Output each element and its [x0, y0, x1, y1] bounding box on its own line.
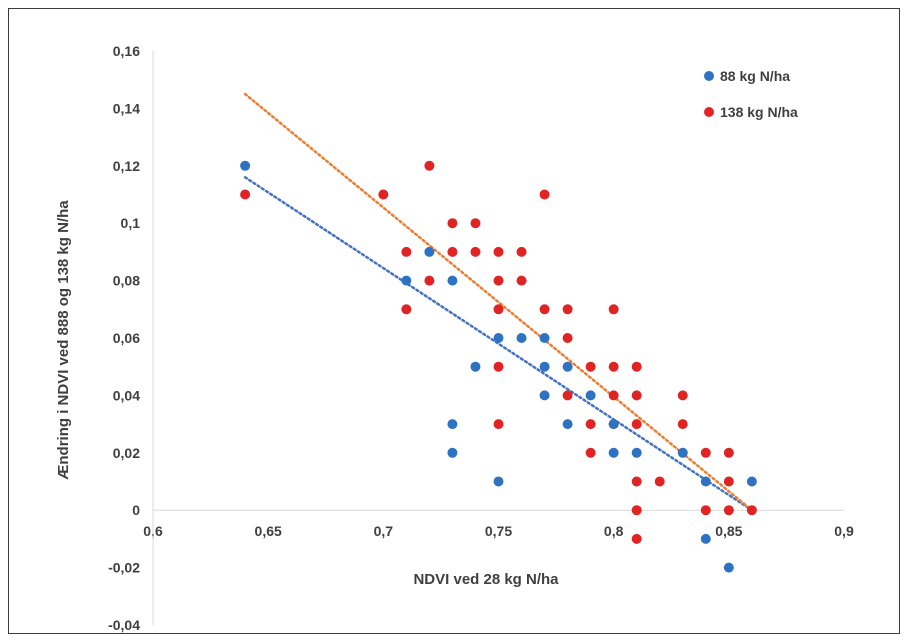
y-tick-label: 0: [132, 502, 140, 518]
data-point-88: [585, 390, 596, 401]
data-point-88: [746, 476, 757, 487]
data-point-88: [424, 246, 435, 257]
y-tick-label: 0,02: [113, 445, 140, 461]
y-tick-label: 0,08: [113, 273, 140, 289]
x-tick-label: 0,65: [255, 523, 282, 539]
data-point-88: [401, 275, 412, 286]
data-point-138: [585, 447, 596, 458]
data-point-88: [631, 447, 642, 458]
data-point-138: [240, 189, 251, 200]
x-tick-label: 0,9: [834, 523, 854, 539]
data-point-138: [539, 189, 550, 200]
x-axis-title: NDVI ved 28 kg N/ha: [413, 571, 559, 588]
data-point-138: [562, 304, 573, 315]
data-point-88: [447, 419, 458, 430]
data-point-138: [677, 390, 688, 401]
y-tick-labels: -0,04 -0,02 0 0,02 0,04 0,06 0,08 0,1 0,12 0,14 0,…: [108, 43, 140, 633]
trendline-138: [243, 92, 754, 512]
data-point-138: [493, 246, 504, 257]
data-point-138: [677, 419, 688, 430]
data-point-138: [470, 218, 481, 229]
data-point-88: [562, 419, 573, 430]
data-point-138: [493, 361, 504, 372]
trendlines: [243, 92, 754, 512]
data-point-138: [631, 505, 642, 516]
data-point-88: [493, 476, 504, 487]
data-point-138: [654, 476, 665, 487]
data-point-138: [723, 476, 734, 487]
data-point-138: [631, 390, 642, 401]
data-point-138: [723, 447, 734, 458]
x-tick-label: 0,85: [715, 523, 742, 539]
data-point-88: [608, 447, 619, 458]
data-point-138: [378, 189, 389, 200]
data-point-138: [493, 419, 504, 430]
legend-marker-138: [704, 107, 714, 117]
data-point-138: [424, 160, 435, 171]
data-point-138: [470, 246, 481, 257]
data-point-88: [723, 562, 734, 573]
x-tick-label: 0,8: [604, 523, 624, 539]
data-point-138: [493, 304, 504, 315]
y-tick-label: 0,12: [113, 158, 140, 174]
x-tick-label: 0,75: [485, 523, 512, 539]
y-tick-label: 0,16: [113, 43, 140, 59]
legend-label-138: 138 kg N/ha: [720, 104, 798, 120]
data-point-138: [608, 390, 619, 401]
x-tick-label: 0,7: [374, 523, 394, 539]
data-point-138: [631, 533, 642, 544]
data-point-138: [516, 275, 527, 286]
data-point-138: [631, 419, 642, 430]
data-point-88: [447, 275, 458, 286]
data-point-138: [401, 304, 412, 315]
legend-marker-88: [704, 71, 714, 81]
data-point-88: [539, 333, 550, 343]
data-point-138: [723, 505, 734, 516]
data-point-88: [470, 361, 481, 372]
data-point-138: [447, 218, 458, 229]
data-point-138: [562, 390, 573, 401]
data-point-88: [700, 476, 711, 487]
data-points: [240, 160, 757, 573]
y-tick-label: -0,04: [108, 617, 140, 633]
data-point-138: [700, 505, 711, 516]
data-point-88: [447, 447, 458, 458]
data-point-88: [516, 333, 527, 343]
data-point-88: [562, 361, 573, 372]
data-point-138: [516, 246, 527, 257]
y-tick-label: -0,02: [108, 560, 140, 576]
y-axis-title: Ændring i NDVI ved 888 og 138 kg N/ha: [55, 200, 72, 480]
data-point-138: [447, 246, 458, 257]
data-point-88: [493, 333, 504, 343]
chart-frame: [8, 8, 900, 634]
legend: 88 kg N/ha 138 kg N/ha: [704, 68, 798, 120]
data-point-88: [539, 361, 550, 372]
y-tick-label: 0,06: [113, 330, 140, 346]
data-point-138: [562, 333, 573, 343]
data-point-138: [631, 476, 642, 487]
data-point-88: [240, 160, 251, 171]
data-point-88: [608, 419, 619, 430]
data-point-138: [539, 304, 550, 315]
data-point-138: [585, 419, 596, 430]
legend-label-88: 88 kg N/ha: [720, 68, 790, 84]
data-point-138: [401, 246, 412, 257]
data-point-88: [700, 533, 711, 544]
data-point-138: [631, 361, 642, 372]
data-point-138: [608, 361, 619, 372]
data-point-138: [700, 447, 711, 458]
y-tick-label: 0,1: [121, 215, 141, 231]
data-point-138: [493, 275, 504, 286]
x-tick-labels: 0,6 0,65 0,7 0,75 0,8 0,85 0,9: [143, 523, 854, 539]
data-point-138: [585, 361, 596, 372]
data-point-138: [608, 304, 619, 315]
data-point-138: [746, 505, 757, 516]
data-point-138: [424, 275, 435, 286]
trendline-88: [243, 176, 754, 512]
y-tick-label: 0,04: [113, 387, 140, 403]
y-tick-label: 0,14: [113, 100, 140, 116]
data-point-88: [539, 390, 550, 401]
data-point-88: [677, 447, 688, 458]
